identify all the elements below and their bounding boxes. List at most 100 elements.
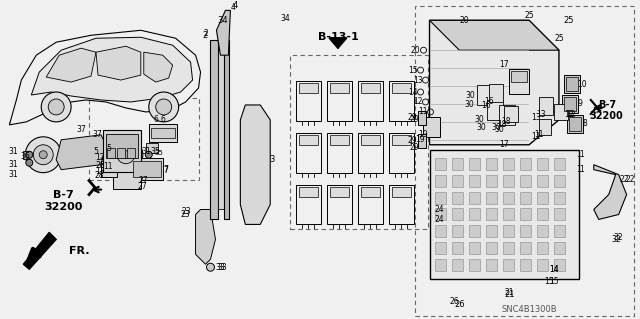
Bar <box>358 185 383 225</box>
Bar <box>469 209 480 220</box>
Text: B-13-1: B-13-1 <box>317 32 358 42</box>
Circle shape <box>26 159 33 166</box>
Bar <box>452 174 463 187</box>
Bar <box>537 192 548 204</box>
Bar <box>452 259 463 271</box>
Text: 1: 1 <box>579 165 584 174</box>
Bar <box>503 158 514 170</box>
Text: 14: 14 <box>408 87 417 97</box>
Bar <box>388 133 413 173</box>
Bar <box>486 259 497 271</box>
Text: 22: 22 <box>626 175 636 184</box>
Bar <box>327 185 352 225</box>
Bar <box>117 148 125 158</box>
Circle shape <box>156 99 172 115</box>
Bar <box>503 259 514 271</box>
Bar <box>520 226 531 237</box>
Bar <box>148 124 177 142</box>
Text: B-7: B-7 <box>52 189 74 200</box>
Bar <box>452 158 463 170</box>
Polygon shape <box>96 46 141 80</box>
Text: 23: 23 <box>180 210 191 219</box>
Bar <box>486 158 497 170</box>
Bar <box>503 226 514 237</box>
Text: 11: 11 <box>534 130 544 139</box>
Bar <box>435 158 447 170</box>
Bar <box>566 77 578 91</box>
Bar <box>296 185 321 225</box>
Bar <box>417 111 426 125</box>
Bar <box>486 174 497 187</box>
Text: 11: 11 <box>418 108 428 116</box>
Text: 19: 19 <box>418 130 428 139</box>
Bar <box>469 259 480 271</box>
Bar <box>151 128 175 138</box>
Bar <box>469 226 480 237</box>
Text: 29: 29 <box>410 115 419 124</box>
Circle shape <box>109 138 143 172</box>
Bar <box>554 242 565 254</box>
Text: SNC4B1300B: SNC4B1300B <box>501 305 557 314</box>
Bar <box>486 192 497 204</box>
Text: 32200: 32200 <box>44 203 83 212</box>
Circle shape <box>26 137 61 173</box>
Bar <box>503 174 514 187</box>
Text: 12: 12 <box>566 110 575 119</box>
Text: 37: 37 <box>76 125 86 134</box>
Text: 13: 13 <box>536 110 546 119</box>
Text: 5: 5 <box>106 144 111 153</box>
Text: 16: 16 <box>484 98 494 107</box>
Circle shape <box>122 151 130 159</box>
Circle shape <box>39 151 47 159</box>
Text: 8: 8 <box>582 119 587 128</box>
Bar <box>554 226 565 237</box>
Bar <box>486 209 497 220</box>
Text: 26: 26 <box>449 297 460 306</box>
Polygon shape <box>56 135 106 170</box>
Bar <box>146 143 157 153</box>
Polygon shape <box>10 30 200 125</box>
Text: 7: 7 <box>163 166 168 175</box>
Text: 1: 1 <box>577 165 581 174</box>
Text: 14: 14 <box>549 265 559 274</box>
Text: 2: 2 <box>203 29 208 38</box>
Bar <box>299 83 318 93</box>
Text: 13: 13 <box>95 167 105 176</box>
Bar <box>392 83 411 93</box>
Text: 6: 6 <box>154 115 158 124</box>
Bar <box>452 242 463 254</box>
Bar <box>504 106 518 122</box>
Bar <box>537 158 548 170</box>
Text: 20: 20 <box>411 46 420 55</box>
Bar <box>23 151 29 159</box>
Polygon shape <box>429 20 559 50</box>
Bar <box>392 187 411 197</box>
Text: 15: 15 <box>544 277 554 286</box>
Text: 30: 30 <box>476 123 486 132</box>
Bar <box>218 50 225 210</box>
Text: 9: 9 <box>577 100 582 108</box>
Bar <box>477 85 493 105</box>
Text: 33: 33 <box>216 263 225 272</box>
Bar <box>296 133 321 173</box>
Bar <box>435 259 447 271</box>
Bar <box>503 209 514 220</box>
Text: 30: 30 <box>492 123 501 132</box>
Text: 30: 30 <box>465 100 474 109</box>
Text: 34: 34 <box>280 14 290 23</box>
Bar <box>520 259 531 271</box>
Text: 35: 35 <box>151 147 161 156</box>
Bar <box>327 81 352 121</box>
Bar <box>520 192 531 204</box>
Bar <box>537 242 548 254</box>
Text: 27: 27 <box>138 182 148 191</box>
Text: 29: 29 <box>408 113 417 122</box>
Text: 24: 24 <box>435 215 444 224</box>
Bar <box>103 130 141 172</box>
Bar <box>503 242 514 254</box>
Bar <box>417 134 426 148</box>
Bar <box>554 209 565 220</box>
Text: 19: 19 <box>415 135 424 144</box>
Bar <box>489 84 503 102</box>
Bar <box>296 81 321 121</box>
